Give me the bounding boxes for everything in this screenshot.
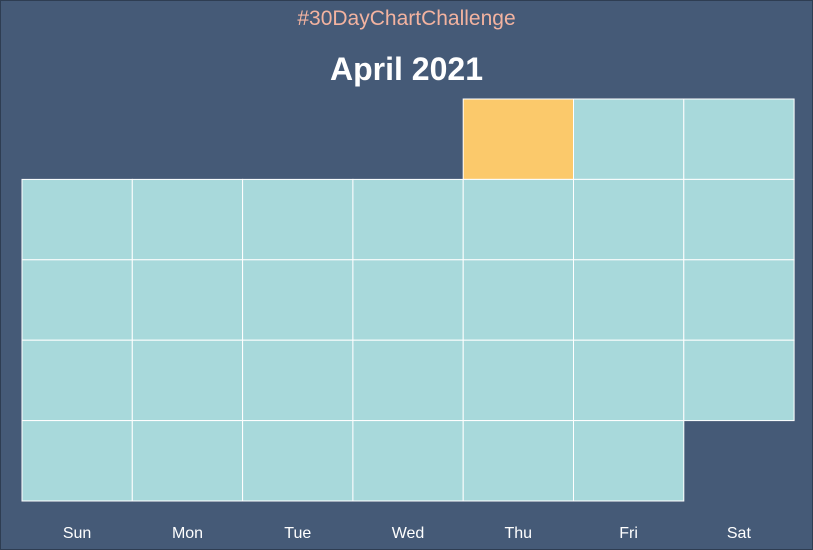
day-cell: [573, 178, 685, 261]
day-cell: [683, 178, 795, 261]
day-cell: [573, 259, 685, 341]
weekday-label: Wed: [391, 525, 425, 542]
day-cell: [242, 178, 354, 261]
day-cell: [21, 259, 133, 341]
weekday-label: Sun: [62, 525, 92, 542]
day-cell: [462, 178, 575, 261]
day-cell: [131, 420, 244, 502]
day-cell: [131, 339, 244, 422]
weekday-label: Sat: [726, 525, 751, 542]
day-cell: [352, 259, 464, 341]
day-cell: [683, 339, 795, 422]
day-cell: [21, 178, 133, 261]
day-cell: [352, 178, 464, 261]
day-cell-highlighted: [462, 98, 575, 180]
chart-title: April 2021: [330, 51, 483, 87]
day-cell: [573, 339, 685, 422]
day-cell: [462, 339, 575, 422]
day-cell: [462, 420, 575, 502]
day-cell: [131, 259, 244, 341]
day-cell: [21, 339, 133, 422]
weekday-label: Thu: [504, 525, 533, 542]
hashtag-caption: #30DayChartChallenge: [297, 7, 516, 30]
weekday-label: Fri: [619, 525, 638, 542]
weekday-label: Mon: [171, 525, 204, 542]
day-cell: [573, 98, 685, 180]
day-cell: [462, 259, 575, 341]
day-cell: [573, 420, 685, 502]
day-cell: [352, 420, 464, 502]
day-cell: [242, 339, 354, 422]
day-cell: [352, 339, 464, 422]
day-cell: [131, 178, 244, 261]
weekday-label: Tue: [284, 525, 312, 542]
day-cell: [242, 420, 354, 502]
day-cell: [242, 259, 354, 341]
day-cell: [21, 420, 133, 502]
day-cell: [683, 259, 795, 341]
day-cell: [683, 98, 795, 180]
